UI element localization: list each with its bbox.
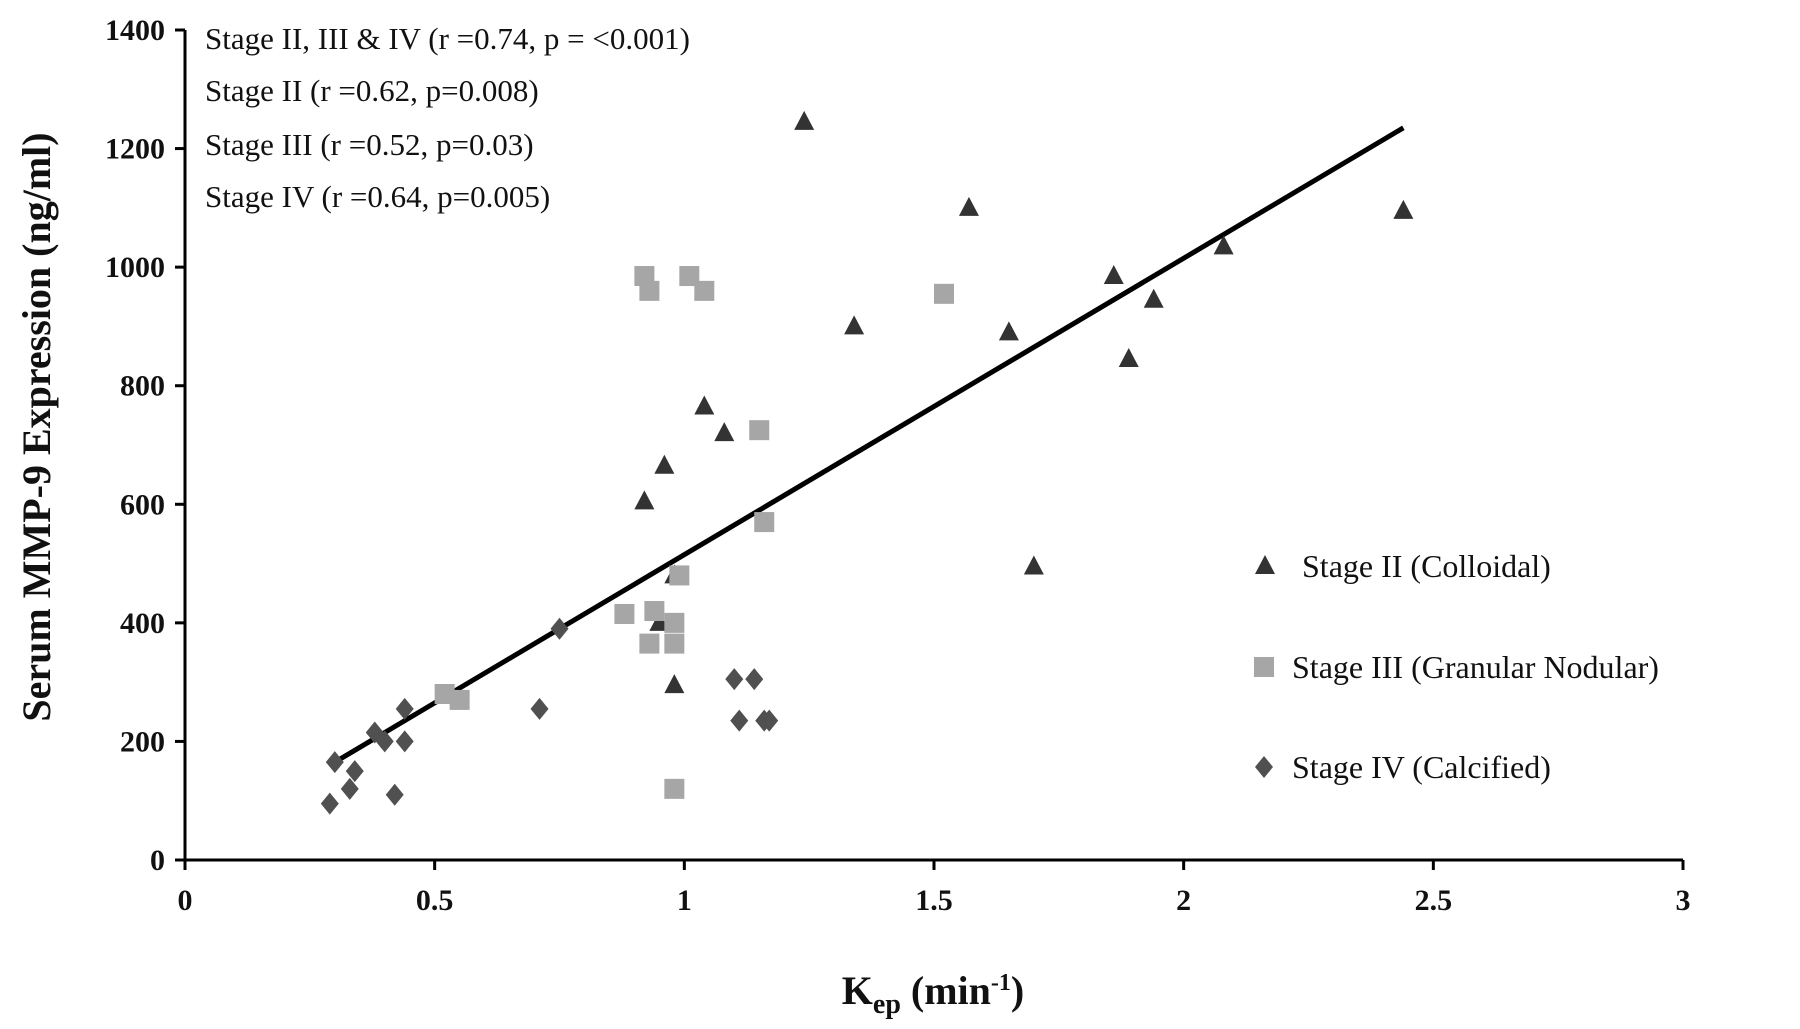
data-point-diamond	[730, 709, 749, 732]
annotation-block: Stage II, III & IV (r =0.74, p = <0.001)…	[205, 21, 690, 214]
data-point-diamond	[325, 751, 344, 774]
annotation-line: Stage II, III & IV (r =0.74, p = <0.001)	[205, 21, 690, 56]
data-point-triangle	[1103, 265, 1124, 285]
data-point-diamond	[385, 783, 404, 806]
data-point-square	[754, 512, 775, 533]
x-tick-label: 3	[1676, 884, 1691, 917]
y-tick-label: 1200	[105, 133, 165, 166]
data-points	[320, 110, 1414, 815]
data-point-diamond	[320, 792, 339, 815]
data-point-triangle	[958, 196, 979, 216]
data-point-square	[664, 778, 685, 799]
data-point-square	[749, 420, 770, 441]
data-point-square	[669, 565, 690, 586]
y-tick-label: 400	[120, 607, 165, 640]
x-tick-label: 2	[1176, 884, 1191, 917]
data-point-diamond	[340, 777, 359, 800]
legend-marker-diamond	[1255, 756, 1273, 778]
data-point-triangle	[1143, 288, 1164, 308]
legend: Stage II (Colloidal) Stage III (Granular…	[1254, 548, 1659, 785]
y-tick-label: 200	[120, 725, 165, 758]
y-tick-label: 1000	[105, 251, 165, 284]
data-point-diamond	[530, 697, 549, 720]
y-tick-label: 600	[120, 488, 165, 521]
data-point-square	[614, 603, 635, 624]
series-diamond	[320, 617, 779, 815]
data-point-square	[449, 689, 470, 710]
series-square	[434, 266, 954, 799]
x-tick-label: 0.5	[416, 884, 454, 917]
x-axis-title-subscript: ep	[873, 989, 901, 1020]
data-point-triangle	[998, 321, 1019, 341]
data-point-triangle	[694, 395, 715, 415]
legend-marker-triangle	[1255, 555, 1275, 574]
x-axis-title: Kep (min-1)	[842, 968, 1024, 1020]
data-point-triangle	[1213, 235, 1234, 255]
data-point-diamond	[395, 730, 414, 753]
legend-marker-square	[1254, 657, 1274, 677]
series-triangle	[634, 110, 1414, 694]
data-point-triangle	[1118, 348, 1139, 368]
data-point-square	[933, 283, 954, 304]
data-point-triangle	[844, 315, 865, 335]
data-point-triangle	[634, 490, 655, 510]
x-axis-title-unit: (min	[901, 968, 991, 1013]
data-point-square	[694, 280, 715, 301]
annotation-line: Stage IV (r =0.64, p=0.005)	[205, 179, 550, 214]
data-point-diamond	[550, 617, 569, 640]
data-point-diamond	[760, 709, 779, 732]
y-tick-label: 0	[150, 844, 165, 877]
legend-label: Stage IV (Calcified)	[1292, 749, 1551, 785]
x-tick-label: 1	[677, 884, 692, 917]
x-tick-label: 0	[178, 884, 193, 917]
annotation-line: Stage III (r =0.52, p=0.03)	[205, 127, 534, 162]
y-tick-label: 1400	[105, 14, 165, 47]
data-point-diamond	[395, 697, 414, 720]
x-tick-label: 1.5	[915, 884, 953, 917]
data-point-square	[639, 633, 660, 654]
legend-label: Stage II (Colloidal)	[1302, 548, 1551, 584]
data-point-square	[664, 633, 685, 654]
x-tick-label: 2.5	[1415, 884, 1453, 917]
data-point-square	[644, 601, 665, 621]
x-axis-title-base: K	[842, 968, 873, 1013]
data-point-triangle	[1023, 555, 1044, 575]
data-point-square	[664, 612, 685, 633]
data-point-triangle	[1393, 199, 1414, 219]
data-point-triangle	[664, 674, 685, 694]
data-point-diamond	[345, 760, 364, 783]
data-point-triangle	[714, 422, 735, 442]
x-axis-title-close: )	[1011, 968, 1024, 1013]
annotation-line: Stage II (r =0.62, p=0.008)	[205, 73, 539, 108]
trendline-group	[328, 125, 1405, 768]
legend-label: Stage III (Granular Nodular)	[1292, 649, 1659, 685]
x-axis-title-superscript: -1	[991, 970, 1011, 996]
y-axis-title: Serum MMP-9 Expression (ng/ml)	[14, 132, 59, 721]
trendline	[328, 125, 1405, 768]
data-point-diamond	[745, 668, 764, 691]
axes: 0 200 400 600 800 1000 1200 1400 0 0.5 1 1.5 2 2.5 3	[105, 14, 1691, 917]
y-tick-label: 800	[120, 370, 165, 403]
data-point-triangle	[794, 110, 815, 130]
data-point-diamond	[375, 730, 394, 753]
data-point-triangle	[654, 454, 675, 474]
data-point-square	[639, 280, 660, 301]
data-point-diamond	[725, 668, 744, 691]
